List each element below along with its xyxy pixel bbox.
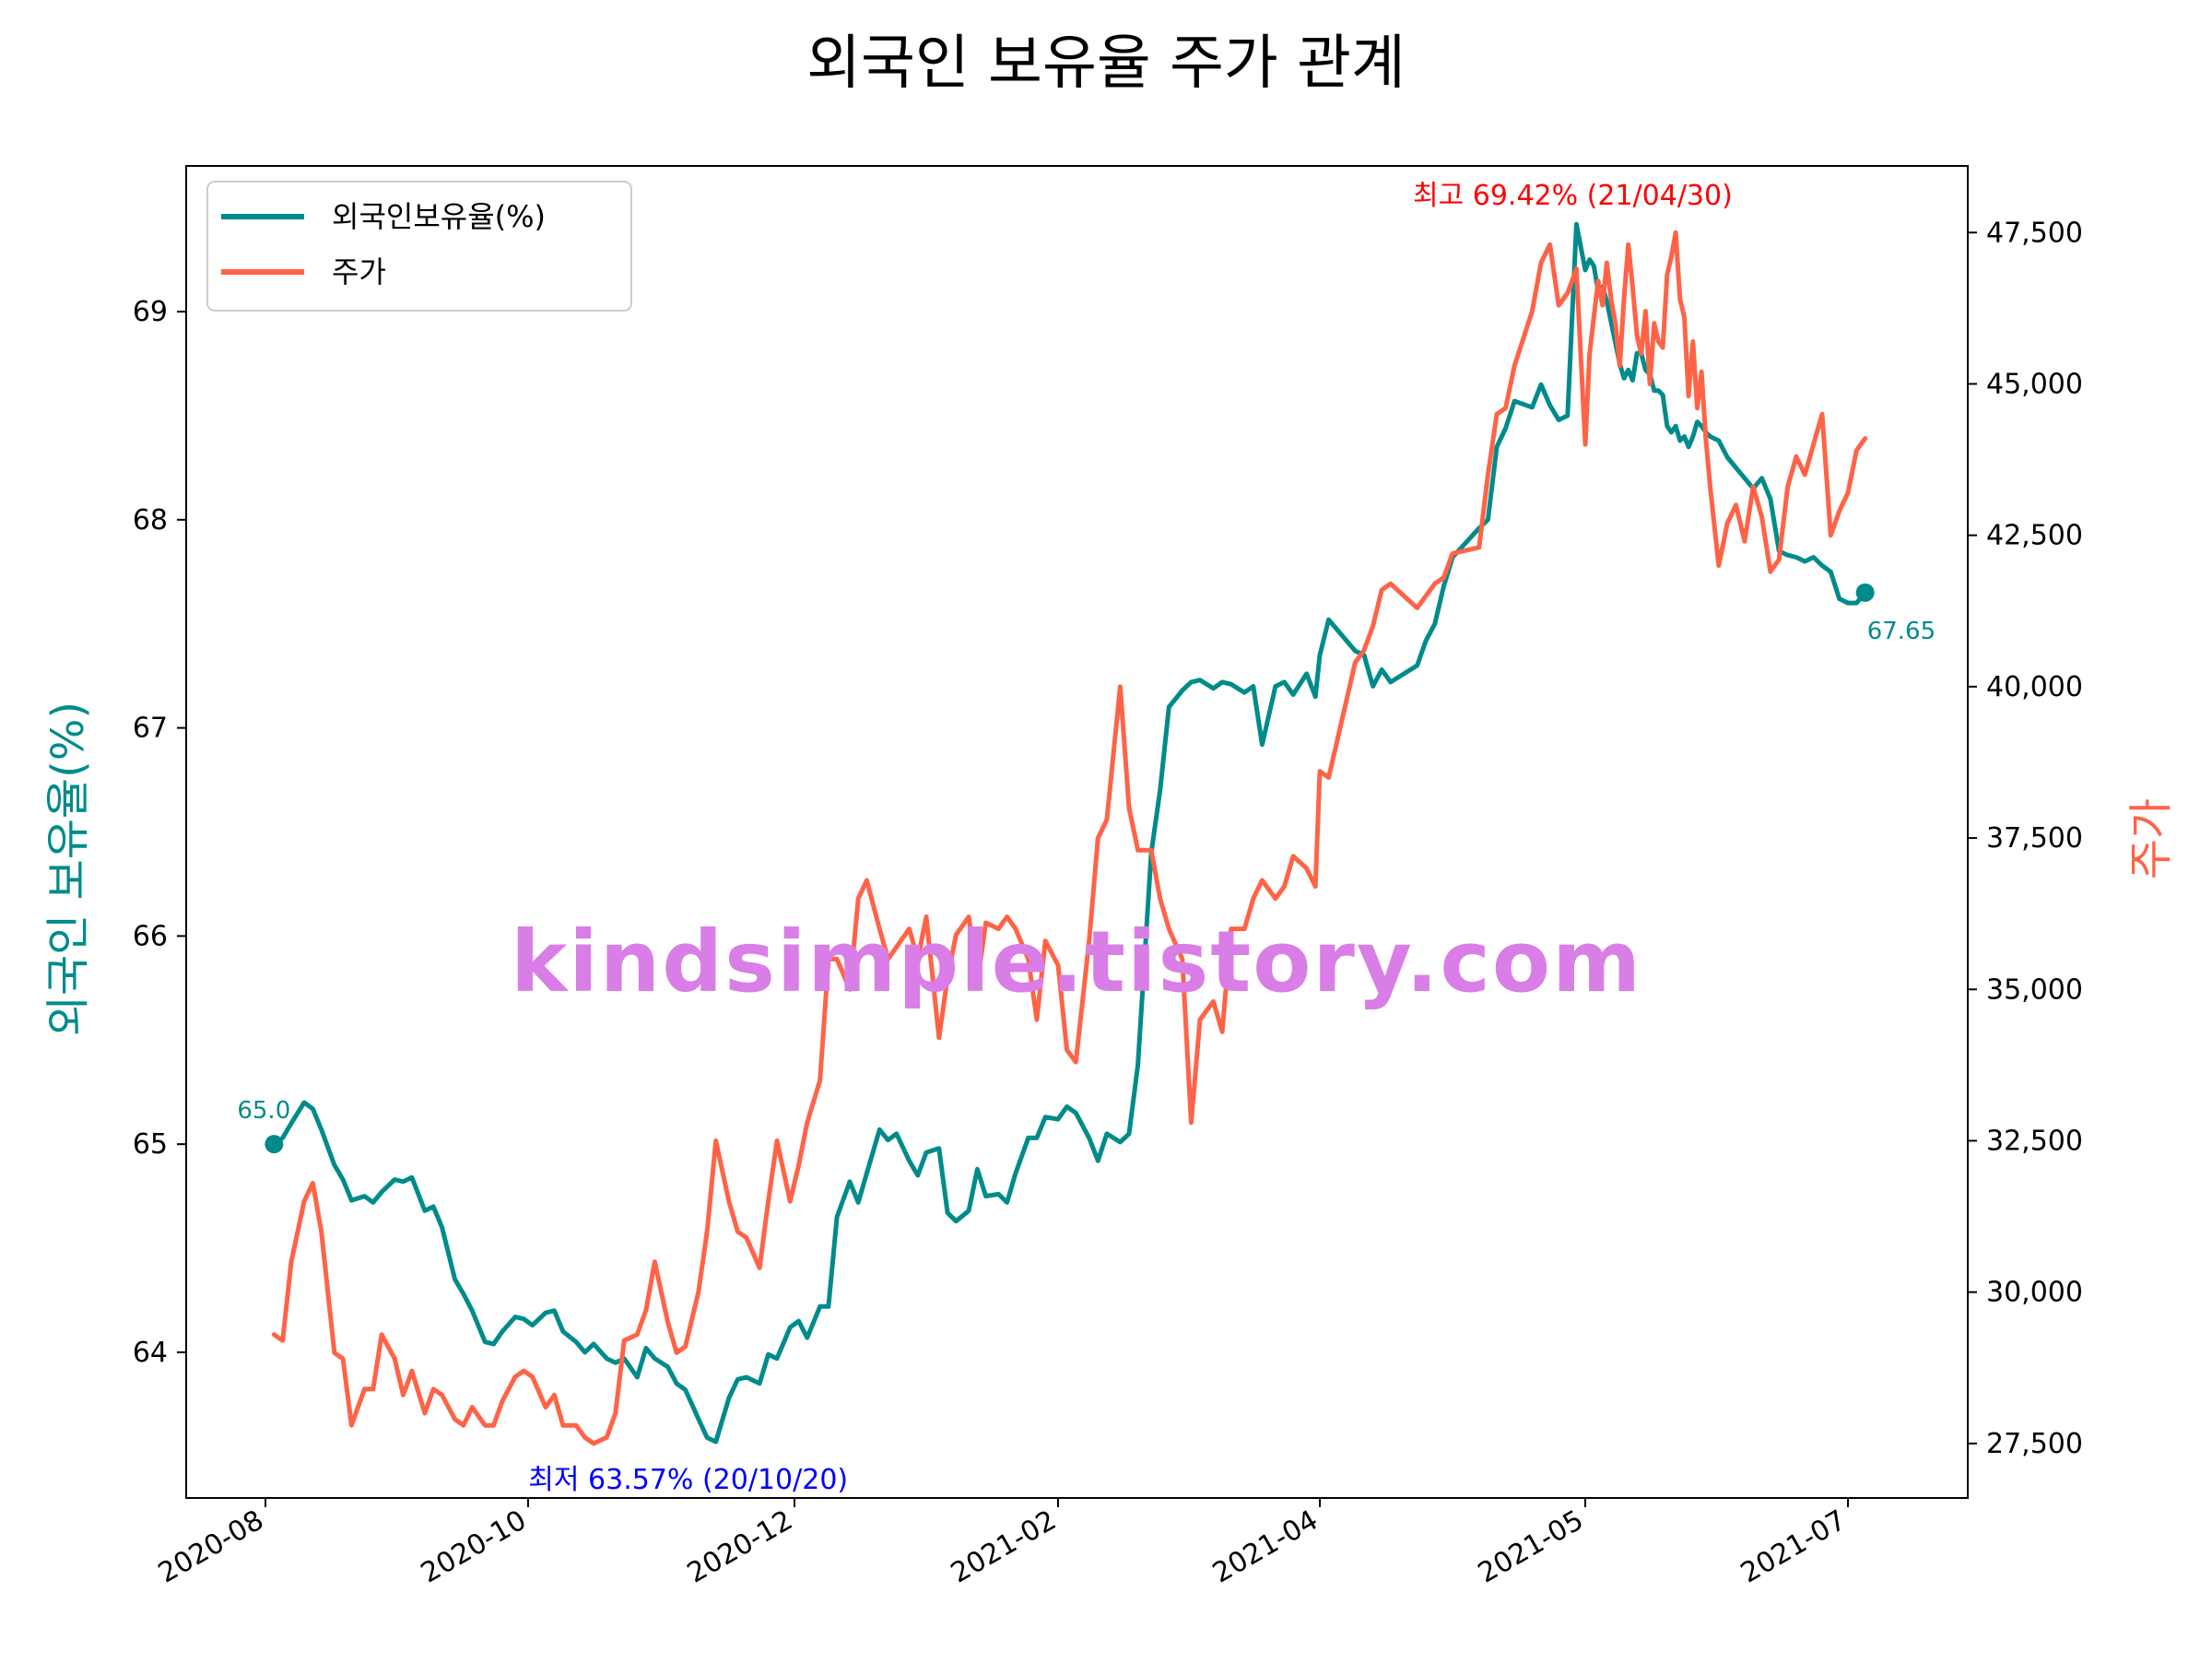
x-tick-label: 2021-07 — [1735, 1504, 1852, 1590]
y-left-tick-label: 65 — [133, 1128, 168, 1161]
legend: 외국인보유율(%) 주가 — [206, 181, 632, 312]
max-annotation-value: 69.42% (21/04/30) — [1473, 180, 1733, 212]
price-line — [271, 230, 1868, 1446]
y-right-tick-label: 40,000 — [1986, 671, 2083, 703]
legend-box — [206, 181, 632, 312]
legend-label-ownership: 외국인보유율(%) — [332, 199, 546, 234]
start-point-marker — [265, 1135, 284, 1154]
y-left-axis-label: 외국인 보유율(%) — [42, 702, 94, 1036]
y-left-tick-label: 66 — [133, 920, 168, 952]
end-value-label: 67.65 — [1867, 618, 1936, 645]
x-tick-label: 2021-05 — [1473, 1504, 1589, 1590]
text-layer: 65.0 67.65 최고 69.42% (21/04/30) 최저 63.57% (… — [42, 29, 2177, 1496]
plot-frame — [185, 165, 1969, 1499]
y-right-tick-label: 35,000 — [1986, 973, 2083, 1006]
y-right-tick-label: 37,500 — [1986, 822, 2083, 855]
max-annotation: 최고 69.42% (21/04/30) — [1413, 180, 1733, 212]
legend-label-price: 주가 — [332, 254, 386, 289]
chart-title: 외국인 보유율 주가 관계 — [806, 29, 1406, 98]
y-right-tick-label: 42,500 — [1986, 520, 2083, 552]
y-right-tick-label: 45,000 — [1986, 368, 2083, 400]
axes-layer: 64 65 66 67 68 69 27,500 30,000 32,500 35,000 37,5… — [133, 165, 2083, 1590]
y-left-tick-label: 64 — [133, 1337, 168, 1369]
min-annotation-value: 63.57% (20/10/20) — [588, 1464, 848, 1496]
end-point-marker — [1855, 583, 1875, 602]
y-left-tick-label: 67 — [133, 713, 168, 745]
start-value-label: 65.0 — [237, 1097, 290, 1125]
x-tick-label: 2020-12 — [682, 1504, 798, 1590]
min-annotation: 최저 63.57% (20/10/20) — [528, 1464, 848, 1496]
y-left-tick-label: 69 — [133, 296, 168, 328]
x-tick-label: 2021-02 — [946, 1504, 1062, 1590]
y-right-axis-label: 주가 — [2125, 798, 2177, 879]
y-right-tick-label: 27,500 — [1986, 1428, 2083, 1460]
x-tick-label: 2021-04 — [1207, 1504, 1324, 1590]
y-right-tick-label: 47,500 — [1986, 217, 2083, 249]
y-right-tick-label: 32,500 — [1986, 1125, 2083, 1157]
x-tick-label: 2020-08 — [153, 1504, 269, 1590]
watermark-text: kindsimple.tistory.com — [511, 913, 1642, 1011]
y-left-tick-label: 68 — [133, 504, 168, 537]
x-tick-label: 2020-10 — [416, 1504, 532, 1590]
ownership-line — [271, 221, 1868, 1445]
y-right-tick-label: 30,000 — [1986, 1277, 2083, 1309]
series-layer — [265, 221, 1875, 1446]
max-annotation-label: 최고 — [1413, 180, 1473, 212]
min-annotation-label: 최저 — [528, 1464, 588, 1496]
